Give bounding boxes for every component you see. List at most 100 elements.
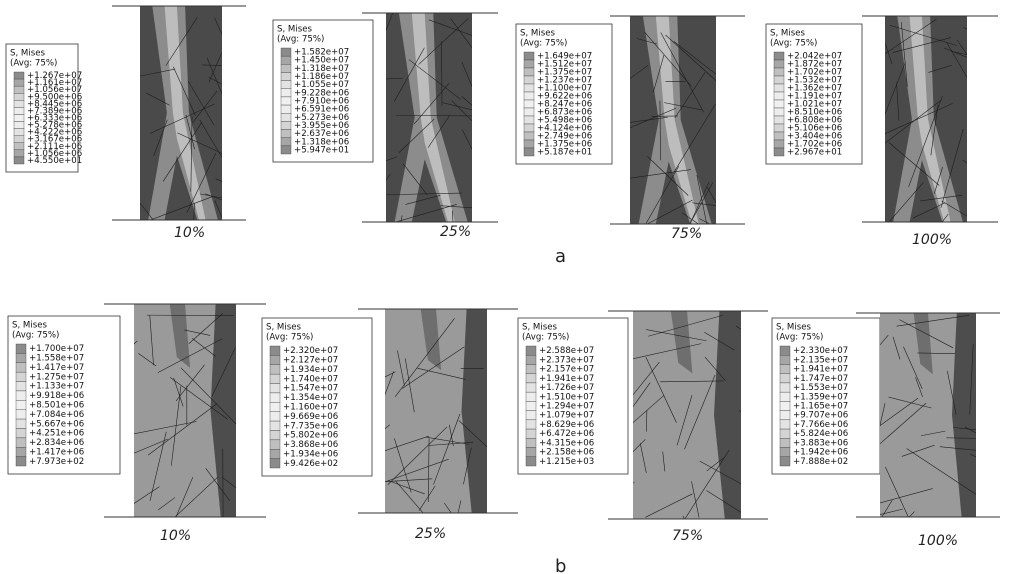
legend-swatch: [526, 374, 536, 383]
legend-swatch: [14, 86, 24, 93]
legend-swatch: [774, 140, 784, 148]
legend-swatch: [14, 129, 24, 136]
legend-swatch: [16, 372, 26, 381]
legend-swatch: [270, 402, 280, 411]
crack-line: [699, 219, 782, 262]
legend-swatch: [774, 60, 784, 68]
legend-swatch: [14, 150, 24, 157]
legend-swatch: [774, 116, 784, 124]
legend-swatch: [14, 114, 24, 121]
legend-swatch: [524, 76, 534, 84]
panel-caption: 75%: [671, 226, 702, 242]
legend-swatch: [281, 105, 291, 113]
crack-line: [215, 200, 233, 243]
legend-swatch: [780, 392, 790, 401]
panel-caption: 10%: [174, 225, 205, 241]
crack-line: [828, 509, 903, 527]
crack-line: [556, 483, 634, 505]
legend-swatch: [526, 429, 536, 438]
legend-swatch: [526, 364, 536, 373]
crack-line: [963, 28, 1003, 38]
legend-subtitle: (Avg: 75%): [10, 59, 57, 69]
legend-value: +9.426e+02: [283, 459, 338, 469]
legend-subtitle: (Avg: 75%): [776, 333, 823, 343]
legend-subtitle: (Avg: 75%): [520, 39, 567, 49]
legend-swatch: [270, 384, 280, 393]
legend-swatch: [526, 392, 536, 401]
panel-caption: 25%: [415, 526, 446, 542]
legend-swatch: [526, 457, 536, 466]
figure: S, Mises(Avg: 75%)+1.267e+07+1.161e+07+1…: [0, 0, 1009, 574]
legend-swatch: [780, 438, 790, 447]
panel-caption: 10%: [160, 528, 191, 544]
legend-swatch: [780, 346, 790, 355]
crack-line: [216, 179, 273, 202]
legend-value: +5.187e+01: [537, 148, 592, 158]
panel-caption: 25%: [440, 224, 471, 240]
legend-value: +2.967e+01: [787, 148, 842, 158]
legend-swatch: [780, 401, 790, 410]
legend-title: S, Mises: [10, 49, 45, 59]
legend-value: +7.888e+02: [793, 457, 848, 467]
contour-plot: [876, 16, 1009, 268]
legend-swatch: [281, 146, 291, 154]
legend-title: S, Mises: [266, 323, 301, 333]
legend-swatch: [780, 383, 790, 392]
legend-swatch: [780, 411, 790, 420]
legend-subtitle: (Avg: 75%): [12, 331, 59, 341]
legend-swatch: [780, 374, 790, 383]
legend-swatch: [780, 429, 790, 438]
legend-swatch: [281, 130, 291, 138]
crack-line: [345, 174, 390, 236]
legend-swatch: [16, 344, 26, 353]
legend-swatch: [524, 140, 534, 148]
legend-title: S, Mises: [770, 29, 805, 39]
legend-swatch: [281, 56, 291, 64]
legend-swatch: [524, 68, 534, 76]
legend-swatch: [281, 89, 291, 97]
legend-swatch: [270, 421, 280, 430]
legend-swatch: [774, 124, 784, 132]
crack-line: [387, 215, 402, 288]
legend-swatch: [524, 116, 534, 124]
legend-swatch: [774, 76, 784, 84]
legend-swatch: [16, 457, 26, 466]
legend-swatch: [16, 400, 26, 409]
legend-swatch: [526, 420, 536, 429]
legend-value: +7.973e+02: [29, 457, 84, 467]
legend-swatch: [16, 419, 26, 428]
legend-swatch: [774, 100, 784, 108]
legend-swatch: [14, 93, 24, 100]
legend-swatch: [270, 365, 280, 374]
legend-swatch: [14, 143, 24, 150]
legend-title: S, Mises: [277, 25, 312, 35]
legend-swatch: [270, 459, 280, 468]
legend-title: S, Mises: [776, 323, 811, 333]
legend-swatch: [14, 122, 24, 129]
crack-line: [683, 516, 693, 574]
legend-value: +5.947e+01: [294, 145, 349, 155]
legend-swatch: [281, 138, 291, 146]
legend-swatch: [270, 346, 280, 355]
legend-swatch: [16, 391, 26, 400]
legend-swatch: [270, 440, 280, 449]
legend-swatch: [16, 353, 26, 362]
legend-swatch: [281, 121, 291, 129]
legend-subtitle: (Avg: 75%): [770, 39, 817, 49]
legend-swatch: [526, 383, 536, 392]
legend-swatch: [774, 108, 784, 116]
panel-caption: 75%: [672, 528, 703, 544]
legend-swatch: [16, 382, 26, 391]
legend-swatch: [526, 438, 536, 447]
legend-swatch: [774, 68, 784, 76]
legend-subtitle: (Avg: 75%): [266, 333, 313, 343]
legend-swatch: [14, 100, 24, 107]
legend-swatch: [774, 92, 784, 100]
legend-swatch: [14, 157, 24, 164]
legend-swatch: [524, 84, 534, 92]
legend-swatch: [524, 60, 534, 68]
legend-swatch: [281, 113, 291, 121]
legend-swatch: [524, 100, 534, 108]
legend-swatch: [281, 64, 291, 72]
legend-swatch: [16, 410, 26, 419]
